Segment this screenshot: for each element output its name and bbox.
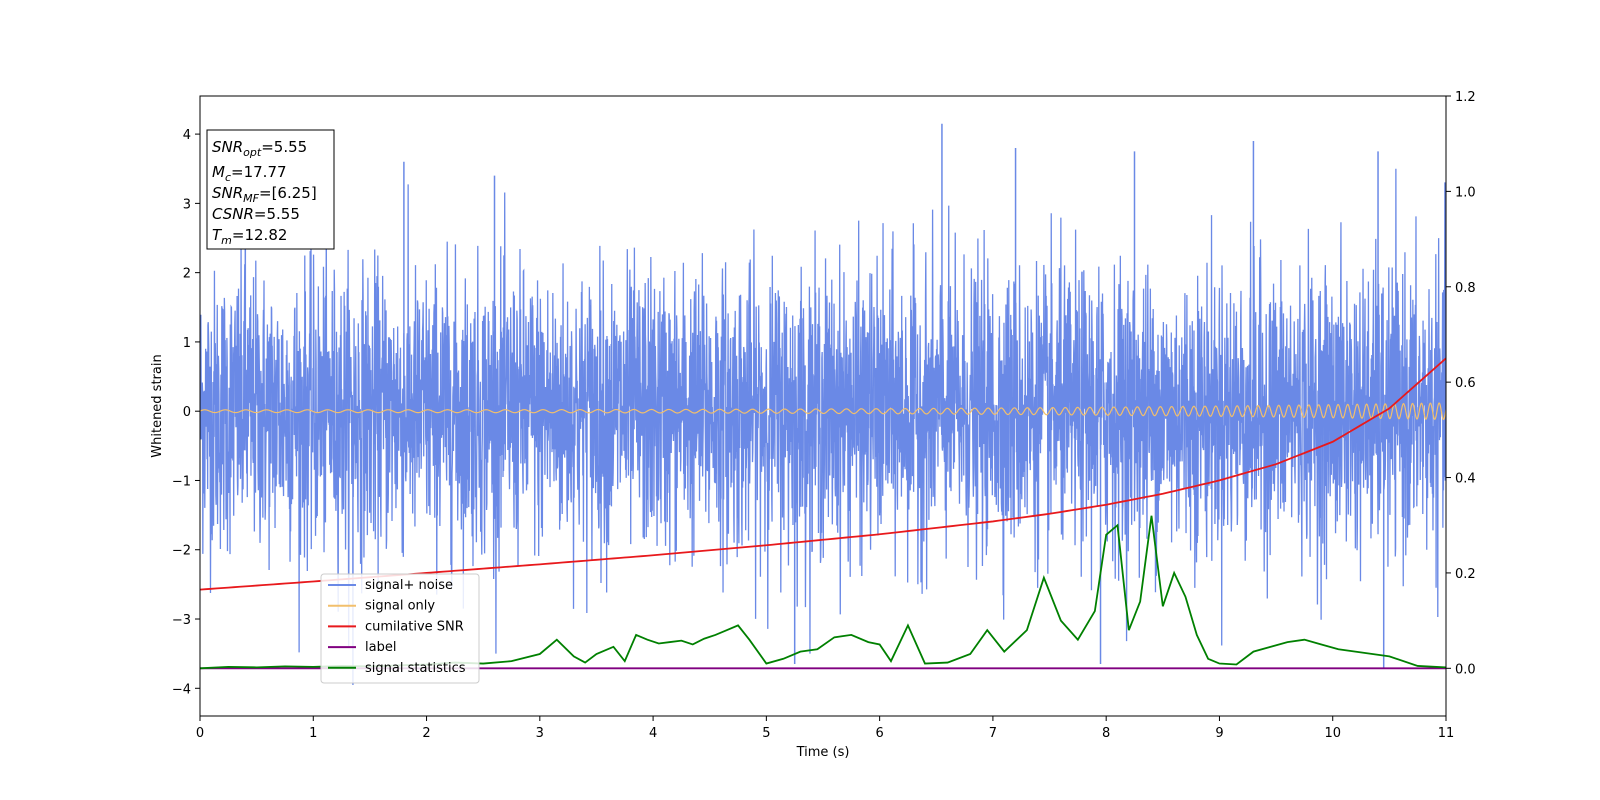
y2-tick-label: 0.8 (1455, 281, 1476, 296)
stats-annotation-line: Tm=12.82 (212, 226, 287, 247)
y2-tick-label: 0.2 (1455, 567, 1476, 582)
legend-entry: signal only (365, 599, 435, 614)
legend: signal+ noise signal only cumilative SNR la… (320, 573, 480, 684)
series-signal-noise (200, 168, 1446, 654)
stats-annotation-line: CSNR=5.55 (212, 205, 300, 223)
plot-frame (199, 95, 1447, 717)
plot-series (200, 123, 1446, 685)
legend-entry: signal statistics (365, 661, 466, 676)
y2-tick-label: 1.2 (1455, 90, 1476, 105)
y-axis-label: Whitened strain (150, 354, 165, 457)
y-tick-label: −3 (172, 613, 191, 628)
x-tick-label: 1 (309, 726, 317, 741)
x-tick-label: 2 (422, 726, 430, 741)
y2-tick-label: 1.0 (1455, 185, 1476, 200)
y-tick-label: 3 (183, 197, 191, 212)
y2-tick-label: 0.6 (1455, 376, 1476, 391)
legend-entry: signal+ noise (365, 578, 453, 593)
y-tick-label: 2 (183, 267, 191, 282)
x-tick-label: 11 (1438, 726, 1455, 741)
x-tick-label: 0 (196, 726, 204, 741)
y-tick-label: −4 (172, 682, 191, 697)
legend-entry: cumilative SNR (365, 619, 464, 634)
x-tick-label: 5 (762, 726, 770, 741)
y-tick-label: −1 (172, 474, 191, 489)
x-tick-label: 4 (649, 726, 657, 741)
stats-annotation: SNRopt=5.55 Mc=17.77SNRMF=[6.25]CSNR=5.55… (206, 129, 335, 250)
y2-tick-label: 0.4 (1455, 472, 1476, 487)
x-tick-label: 9 (1215, 726, 1223, 741)
x-tick-label: 3 (536, 726, 544, 741)
x-tick-label: 7 (989, 726, 997, 741)
legend-entry: label (365, 640, 396, 655)
stats-annotation-line: Mc=17.77 (212, 163, 287, 184)
series-signal-statistics (200, 515, 1446, 670)
x-tick-label: 10 (1324, 726, 1341, 741)
x-tick-label: 6 (875, 726, 883, 741)
series-signal-only (200, 402, 1446, 421)
stats-annotation-line: SNRopt=5.55 (212, 138, 307, 159)
stats-annotation-line: SNRMF=[6.25] (212, 184, 317, 205)
y-tick-label: 0 (183, 405, 191, 420)
y2-tick-label: 0.0 (1455, 662, 1476, 677)
x-tick-label: 8 (1102, 726, 1110, 741)
y-tick-label: 1 (183, 336, 191, 351)
axis-ticks: 0 1 2 3 4 5 6 7 8 9 10 11 −4 −3 −2 −1 0 1 2 3 4 0.0 0.2 0.4 0.6 0… (172, 90, 1476, 741)
y-tick-label: −2 (172, 544, 191, 559)
y-tick-label: 4 (183, 128, 191, 143)
x-axis-label: Time (s) (796, 745, 850, 760)
